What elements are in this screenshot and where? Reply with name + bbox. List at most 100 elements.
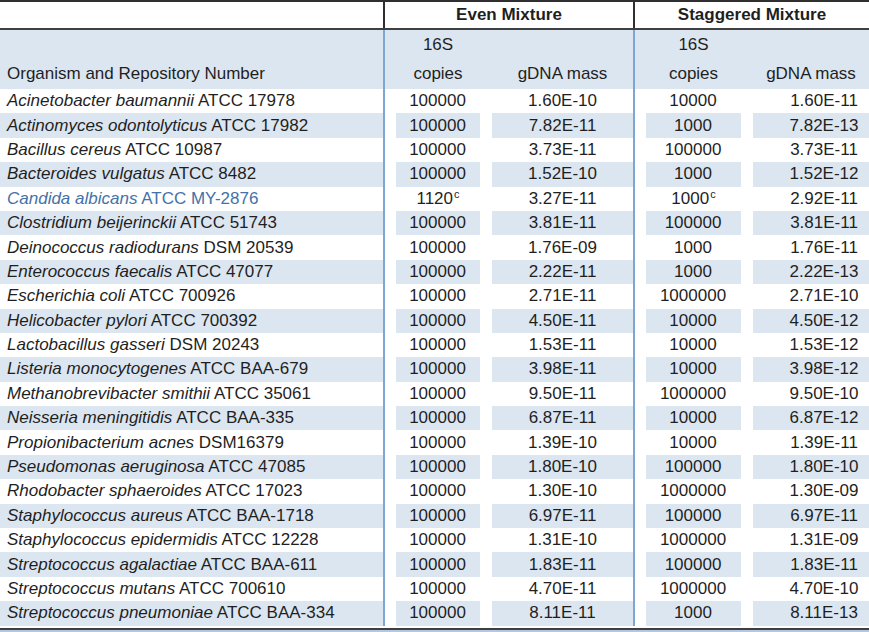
staggered-16s-copies-value: 1000000 [660, 481, 726, 501]
organism-name: Clostridium beijerinckii [7, 213, 176, 232]
organism-name: Deinococcus radiodurans [7, 238, 199, 257]
spacer [633, 162, 646, 186]
table-row: Staphylococcus epidermidis ATCC 12228 10… [0, 528, 869, 552]
even-gdna-mass-cell: 8.11E-11 [492, 601, 633, 625]
table-body: Acinetobacter baumannii ATCC 17978 10000… [0, 89, 869, 626]
organism-cell: Clostridium beijerinckii ATCC 51743 [0, 211, 383, 235]
organism-name: Candida albicans [7, 189, 137, 208]
even-gdna-mass-value: 6.97E-11 [529, 506, 597, 526]
spacer [383, 30, 396, 89]
organism-cell: Lactobacillus gasseri DSM 20243 [0, 333, 383, 357]
staggered-gdna-mass-value: 2.22E-13 [790, 262, 859, 282]
staggered-16s-copies-cell: 100000 [646, 211, 741, 235]
spacer [383, 601, 396, 625]
staggered-gdna-mass-value: 1.30E-09 [790, 481, 859, 501]
organism-cell: Listeria monocytogenes ATCC BAA-679 [0, 357, 383, 381]
even-gdna-mass-value: 3.73E-11 [529, 140, 597, 160]
even-gdna-mass-value: 8.11E-11 [529, 603, 595, 623]
staggered-16s-copies-value: 10000 [669, 408, 716, 428]
even-16s-copies-value: 100000 [409, 481, 466, 501]
spacer [741, 211, 753, 235]
even-gdna-mass-value: 3.98E-11 [529, 359, 597, 379]
even-gdna-mass-cell: 1.52E-10 [492, 162, 633, 186]
spacer [741, 430, 753, 454]
staggered-16s-copies-cell: 100000 [646, 552, 741, 576]
even-gdna-mass-value: 1.80E-10 [528, 457, 597, 477]
organism-cell: Acinetobacter baumannii ATCC 17978 [0, 89, 383, 113]
table-row: Streptococcus pneumoniae ATCC BAA-334 10… [0, 601, 869, 625]
table-row: Escherichia coli ATCC 700926 100000 2.71… [0, 284, 869, 308]
even-gdna-mass-value: 3.81E-11 [529, 213, 597, 233]
even-gdna-mass-cell: 1.83E-11 [492, 552, 633, 576]
staggered-gdna-mass-cell: 1.60E-11 [753, 89, 869, 113]
table-row: Deinococcus radiodurans DSM 20539 100000… [0, 235, 869, 259]
spacer [383, 382, 396, 406]
even-16s-copies-cell: 100000 [396, 382, 480, 406]
spacer [480, 309, 492, 333]
even-gdna-mass-value: 1.31E-10 [528, 530, 597, 550]
staggered-gdna-mass-value: 1.31E-09 [790, 530, 859, 550]
even-16s-copies-cell: 100000 [396, 455, 480, 479]
repository-number: ATCC 700610 [179, 579, 285, 598]
spacer [480, 333, 492, 357]
even-gdna-mass-value: 1.60E-10 [528, 91, 597, 111]
spacer [480, 211, 492, 235]
staggered-gdna-mass-cell: 1.53E-12 [753, 333, 869, 357]
staggered-gdna-mass-cell: 8.11E-13 [753, 601, 869, 625]
organism-name: Staphylococcus aureus [7, 506, 183, 525]
even-16s-copies-cell: 1120c [396, 187, 480, 211]
spacer [383, 235, 396, 259]
even-gdna-mass-value: 1.52E-10 [528, 164, 597, 184]
repository-number: ATCC BAA-334 [217, 603, 335, 622]
even-16s-copies-value: 1120 [416, 189, 453, 209]
table-row: Bacteroides vulgatus ATCC 8482 100000 1.… [0, 162, 869, 186]
spacer [480, 89, 492, 113]
even-gdna-mass-value: 4.70E-11 [529, 579, 597, 599]
even-16s-copies-cell: 100000 [396, 284, 480, 308]
organism-cell: Methanobrevibacter smithii ATCC 35061 [0, 382, 383, 406]
even-gdna-mass-value: 2.71E-11 [529, 286, 597, 306]
spacer [383, 406, 396, 430]
spacer [633, 504, 646, 528]
staggered-16s-copies-value: 1000000 [660, 384, 726, 404]
table-row: Methanobrevibacter smithii ATCC 35061 10… [0, 382, 869, 406]
spacer [480, 504, 492, 528]
spacer [741, 162, 753, 186]
spacer [741, 552, 753, 576]
staggered-16s-copies-value: 10000 [669, 359, 716, 379]
staggered-16s-copies-cell: 1000c [646, 187, 741, 211]
even-16s-copies-value: 100000 [409, 238, 466, 258]
staggered-gdna-mass-value: 2.92E-11 [790, 189, 858, 209]
group-header-row: Even Mixture Staggered Mixture [0, 0, 869, 30]
organism-name: Streptococcus mutans [7, 579, 175, 598]
even-16s-copies-cell: 100000 [396, 309, 480, 333]
staggered-16s-copies-value: 1000000 [660, 286, 726, 306]
spacer [633, 552, 646, 576]
spacer [383, 577, 396, 601]
repository-number: ATCC 8482 [169, 164, 257, 183]
even-16s-copies-cell: 100000 [396, 138, 480, 162]
spacer [383, 284, 396, 308]
staggered-gdna-mass-cell: 9.50E-10 [753, 382, 869, 406]
even-gdna-mass-value: 4.50E-11 [529, 311, 597, 331]
even-16s-copies-cell: 100000 [396, 113, 480, 137]
repository-number: ATCC 700392 [151, 311, 257, 330]
organism-cell: Helicobacter pylori ATCC 700392 [0, 309, 383, 333]
organism-cell: Bacteroides vulgatus ATCC 8482 [0, 162, 383, 186]
even-gdna-mass-cell: 1.53E-11 [492, 333, 633, 357]
even-gdna-mass-cell: 3.98E-11 [492, 357, 633, 381]
organism-name: Actinomyces odontolyticus [7, 116, 207, 135]
table-row: Propionibacterium acnes DSM16379 100000 … [0, 430, 869, 454]
organism-cell: Streptococcus agalactiae ATCC BAA-611 [0, 552, 383, 576]
header-copies: copies [413, 64, 462, 84]
repository-number: ATCC 47085 [208, 457, 305, 476]
even-16s-copies-value: 100000 [409, 262, 466, 282]
staggered-16s-copies-value: 10000 [669, 335, 716, 355]
spacer [633, 235, 646, 259]
spacer [480, 260, 492, 284]
table-row: Pseudomonas aeruginosa ATCC 47085 100000… [0, 455, 869, 479]
spacer [741, 333, 753, 357]
even-16s-copies-value: 100000 [409, 457, 466, 477]
even-16s-copies-value: 100000 [409, 408, 466, 428]
staggered-16s-copies-value: 1000 [674, 262, 712, 282]
